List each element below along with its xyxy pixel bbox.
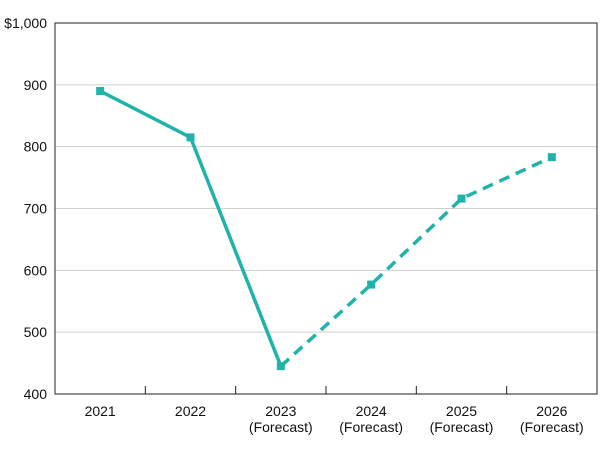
- series-lines: [99, 89, 553, 368]
- x-tick-label: 2023 (Forecast): [249, 403, 313, 435]
- x-tick-label: 2022: [175, 403, 206, 419]
- y-tick-label: $1,000: [4, 15, 47, 31]
- y-tick-label: 800: [24, 139, 48, 155]
- data-point-marker: [96, 87, 105, 96]
- x-tick-label: 2025 (Forecast): [430, 403, 494, 435]
- y-tick-label: 700: [24, 201, 48, 217]
- y-tick-label: 500: [24, 324, 48, 340]
- data-point-marker: [547, 153, 556, 162]
- series-markers: [96, 87, 556, 371]
- plot-frame: [54, 22, 598, 395]
- forecast-series-line: [279, 155, 553, 368]
- y-axis-tick-labels: 400 500 600 700 800 900 $1,000: [4, 15, 47, 402]
- data-point-marker: [457, 194, 466, 203]
- actual-series-line: [99, 89, 283, 367]
- data-point-marker: [276, 362, 285, 371]
- data-point-marker: [367, 280, 376, 289]
- gridlines: [55, 84, 597, 333]
- x-tick-label: 2024 (Forecast): [339, 403, 403, 435]
- y-tick-label: 400: [24, 386, 48, 402]
- data-point-marker: [186, 133, 195, 142]
- x-tick-label: 2026 (Forecast): [520, 403, 584, 435]
- x-axis-ticks: 2021 2022 2023 (Forecast) 2024 (Forecast) 2025…: [85, 386, 584, 435]
- x-tick-label: 2021: [85, 403, 116, 419]
- y-tick-label: 600: [24, 262, 48, 278]
- y-tick-label: 900: [24, 77, 48, 93]
